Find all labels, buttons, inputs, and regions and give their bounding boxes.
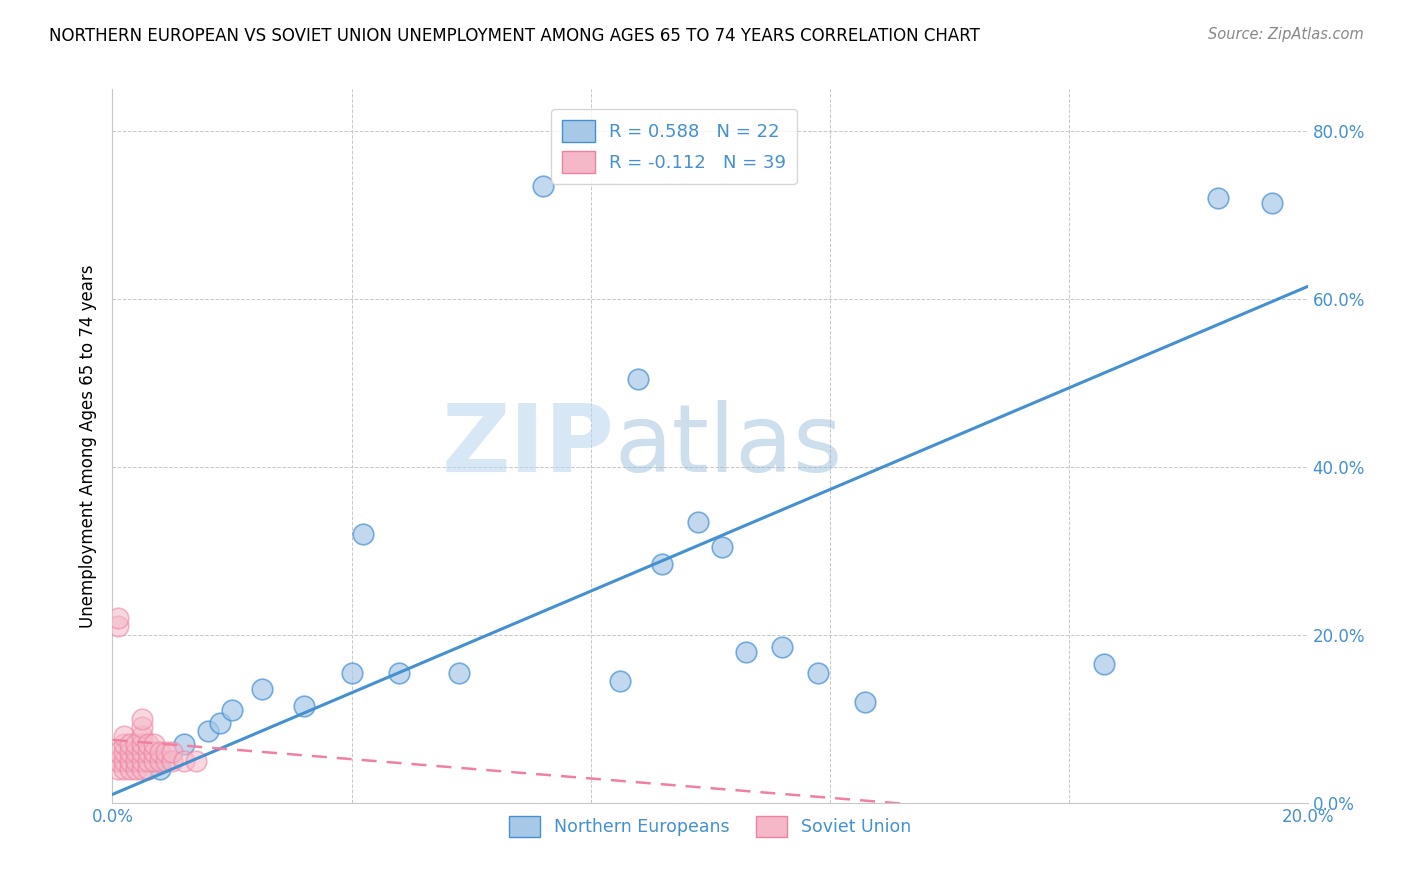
Legend: Northern Europeans, Soviet Union: Northern Europeans, Soviet Union [502, 809, 918, 844]
Point [107, 754, 129, 768]
Point [807, 665, 830, 680]
Point [143, 746, 166, 760]
Point [131, 754, 153, 768]
Point [855, 695, 877, 709]
Point [131, 737, 153, 751]
Point [114, 729, 135, 743]
Point [162, 746, 183, 760]
Point [609, 674, 631, 689]
Point [209, 716, 232, 731]
Point [143, 754, 166, 768]
Point [125, 737, 148, 751]
Point [292, 699, 315, 714]
Point [1094, 657, 1116, 672]
Point [107, 611, 129, 625]
Point [131, 746, 153, 760]
Point [131, 762, 153, 776]
Point [651, 557, 673, 571]
Point [138, 762, 160, 776]
Point [125, 746, 148, 760]
Point [131, 729, 153, 743]
Point [114, 762, 135, 776]
Point [155, 754, 177, 768]
Point [173, 754, 195, 768]
Point [114, 737, 135, 751]
Point [449, 665, 471, 680]
Point [149, 754, 172, 768]
Point [197, 724, 219, 739]
Point [149, 762, 172, 776]
Point [155, 746, 177, 760]
Point [107, 619, 129, 633]
Point [138, 746, 160, 760]
Point [688, 515, 710, 529]
Point [125, 762, 148, 776]
Point [1261, 195, 1284, 210]
Y-axis label: Unemployment Among Ages 65 to 74 years: Unemployment Among Ages 65 to 74 years [79, 264, 97, 628]
Point [221, 703, 243, 717]
Point [114, 746, 135, 760]
Point [131, 720, 153, 734]
Point [531, 178, 554, 193]
Point [353, 527, 375, 541]
Point [711, 540, 734, 554]
Point [1206, 191, 1229, 205]
Point [120, 737, 142, 751]
Point [114, 754, 135, 768]
Point [186, 754, 208, 768]
Point [120, 754, 142, 768]
Point [138, 737, 160, 751]
Text: ZIP: ZIP [441, 400, 614, 492]
Point [120, 762, 142, 776]
Point [143, 737, 166, 751]
Point [162, 754, 183, 768]
Point [770, 640, 793, 655]
Point [340, 665, 363, 680]
Point [149, 746, 172, 760]
Text: Source: ZipAtlas.com: Source: ZipAtlas.com [1208, 27, 1364, 42]
Point [250, 682, 273, 697]
Point [131, 712, 153, 726]
Point [138, 754, 160, 768]
Point [735, 645, 758, 659]
Point [125, 754, 148, 768]
Text: atlas: atlas [614, 400, 842, 492]
Point [173, 737, 195, 751]
Point [107, 762, 129, 776]
Point [627, 372, 650, 386]
Point [120, 746, 142, 760]
Text: NORTHERN EUROPEAN VS SOVIET UNION UNEMPLOYMENT AMONG AGES 65 TO 74 YEARS CORRELA: NORTHERN EUROPEAN VS SOVIET UNION UNEMPL… [49, 27, 980, 45]
Point [388, 665, 411, 680]
Point [107, 746, 129, 760]
